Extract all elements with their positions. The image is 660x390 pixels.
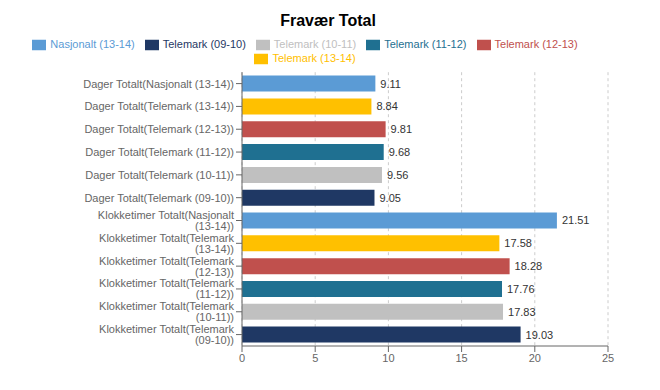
svg-text:9.81: 9.81	[391, 123, 412, 135]
svg-text:Dager Totalt(Telemark (11-12)): Dager Totalt(Telemark (11-12))	[85, 146, 234, 158]
svg-text:19.03: 19.03	[526, 329, 554, 341]
svg-text:18.28: 18.28	[515, 260, 543, 272]
svg-text:Dager Totalt(Telemark (09-10)): Dager Totalt(Telemark (09-10))	[84, 192, 234, 204]
svg-text:17.58: 17.58	[504, 237, 532, 249]
svg-text:17.76: 17.76	[507, 283, 535, 295]
svg-text:Dager Totalt(Telemark (10-11)): Dager Totalt(Telemark (10-11))	[85, 169, 234, 181]
html-text:Telemark (13-14): Telemark (13-14)	[272, 52, 356, 65]
svg-text:8.84: 8.84	[376, 100, 397, 112]
svg-text:Dager Totalt(Telemark (12-13)): Dager Totalt(Telemark (12-13))	[84, 123, 234, 135]
svg-text:Klokketimer Totalt(Telemark(10: Klokketimer Totalt(Telemark(10-11))	[99, 300, 234, 323]
svg-text:Klokketimer Totalt(Nasjonalt(1: Klokketimer Totalt(Nasjonalt(13-14))	[98, 209, 234, 232]
svg-text:21.51: 21.51	[562, 214, 590, 226]
html-text:Telemark (10-11): Telemark (10-11)	[273, 38, 357, 50]
svg-text:9.56: 9.56	[387, 169, 408, 181]
svg-text:17.83: 17.83	[508, 306, 536, 318]
html-text:Telemark (12-13): Telemark (12-13)	[494, 38, 578, 50]
svg-text:Klokketimer Totalt(Telemark(13: Klokketimer Totalt(Telemark(13-14))	[99, 232, 234, 255]
svg-text:Dager Totalt(Nasjonalt (13-14): Dager Totalt(Nasjonalt (13-14))	[83, 78, 234, 90]
svg-text:10: 10	[382, 352, 394, 364]
svg-text:Klokketimer Totalt(Telemark(09: Klokketimer Totalt(Telemark(09-10))	[99, 323, 234, 346]
svg-text:5: 5	[312, 352, 318, 364]
svg-text:25: 25	[602, 352, 614, 364]
svg-text:9.05: 9.05	[379, 192, 400, 204]
svg-text:Klokketimer Totalt(Telemark(11: Klokketimer Totalt(Telemark(11-12))	[99, 277, 234, 300]
html-text:Telemark (11-12): Telemark (11-12)	[384, 38, 467, 50]
svg-text:0: 0	[239, 352, 245, 364]
svg-text:Dager Totalt(Telemark (13-14)): Dager Totalt(Telemark (13-14))	[84, 100, 234, 112]
svg-text:Klokketimer Totalt(Telemark(12: Klokketimer Totalt(Telemark(12-13))	[99, 255, 234, 278]
svg-text:20: 20	[529, 352, 541, 364]
svg-text:9.11: 9.11	[380, 78, 401, 90]
svg-text:9.68: 9.68	[389, 146, 410, 158]
html-text:Telemark (09-10): Telemark (09-10)	[162, 38, 246, 50]
svg-text:15: 15	[455, 352, 467, 364]
html-text:Nasjonalt (13-14): Nasjonalt (13-14)	[50, 38, 135, 50]
html-text:Fravær Total: Fravær Total	[280, 12, 376, 29]
